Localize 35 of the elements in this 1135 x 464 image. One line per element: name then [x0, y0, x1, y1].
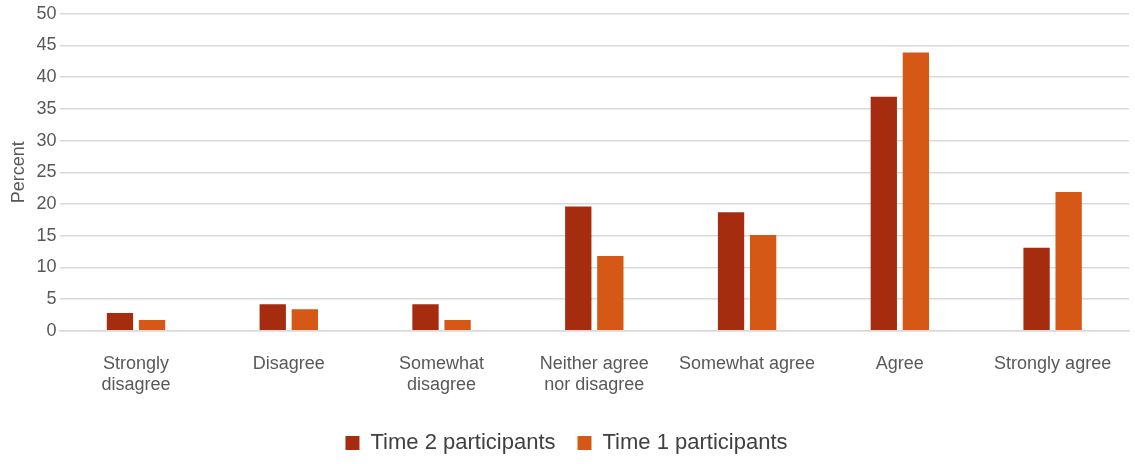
bar — [749, 235, 777, 331]
bar — [259, 304, 286, 331]
y-tick-label: 0 — [46, 319, 57, 340]
x-tick-label: Agree — [875, 352, 924, 373]
x-tick-label: Disagree — [252, 352, 325, 373]
y-tick-label: 35 — [36, 97, 57, 118]
bar — [291, 309, 318, 331]
bar — [1055, 191, 1082, 331]
y-tick-label: 50 — [36, 2, 57, 23]
legend-label: Time 1 participants — [602, 429, 788, 455]
bar — [597, 255, 624, 331]
legend-label: Time 2 participants — [370, 429, 556, 455]
bar — [138, 320, 166, 331]
bar — [717, 212, 745, 331]
y-tick-label: 40 — [36, 66, 57, 87]
x-tick-label: Neither agree nor disagree — [539, 352, 649, 395]
bar — [870, 96, 897, 331]
bar — [412, 304, 439, 331]
y-tick-label: 30 — [36, 129, 57, 150]
y-tick-label: 20 — [36, 192, 57, 213]
bar — [106, 313, 134, 331]
x-tick-label: Strongly agree — [994, 352, 1112, 373]
y-tick-label: 45 — [36, 34, 57, 55]
y-tick-label: 15 — [36, 224, 57, 245]
x-tick-label: Somewhat disagree — [399, 352, 485, 395]
bar — [902, 52, 930, 331]
bar — [444, 320, 471, 331]
y-tick-label: 5 — [46, 288, 57, 309]
y-tick-label: 10 — [36, 256, 57, 277]
x-tick-label: Strongly disagree — [101, 352, 171, 395]
y-axis-title: Percent — [7, 141, 28, 204]
bar — [565, 206, 592, 331]
bar — [1023, 247, 1050, 331]
x-tick-label: Somewhat agree — [679, 352, 816, 373]
y-tick-label: 25 — [36, 161, 57, 182]
